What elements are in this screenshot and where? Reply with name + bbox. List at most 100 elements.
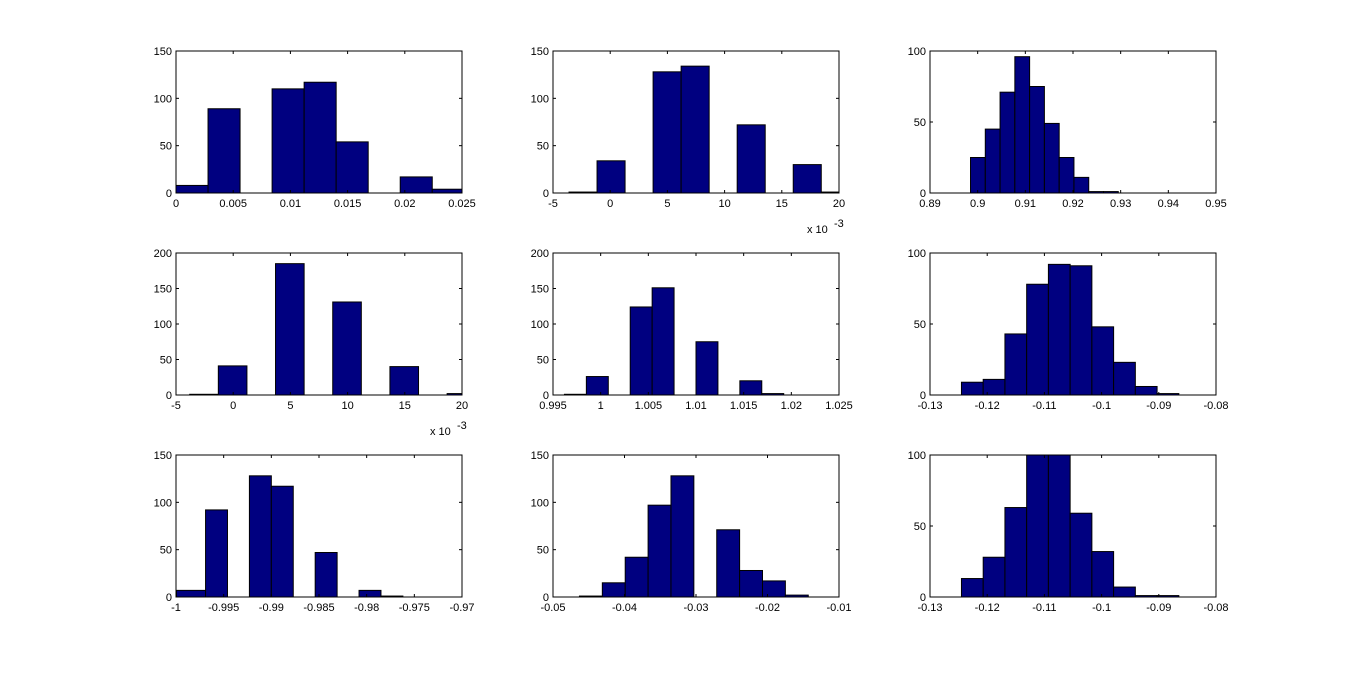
x-tick-label: -0.1 bbox=[1092, 400, 1111, 412]
histogram-bar bbox=[596, 160, 626, 194]
histogram-bar bbox=[585, 376, 609, 396]
x-tick-label: -0.05 bbox=[540, 602, 565, 614]
histogram-bar bbox=[1058, 157, 1075, 194]
y-tick-label: 0 bbox=[166, 188, 172, 200]
histogram-bar bbox=[999, 91, 1016, 194]
x-tick-label: -0.09 bbox=[1146, 400, 1171, 412]
x-exponent-label: x 10 bbox=[430, 426, 451, 438]
x-tick-label: 0.92 bbox=[1062, 198, 1083, 210]
histogram-bar bbox=[647, 504, 672, 598]
y-tick-label: 100 bbox=[531, 93, 549, 105]
x-tick-label: -0.01 bbox=[826, 602, 851, 614]
histogram-bar bbox=[651, 287, 675, 396]
y-tick-label: 0 bbox=[166, 390, 172, 402]
y-tick-label: 0 bbox=[543, 390, 549, 402]
x-tick-label: -0.99 bbox=[259, 602, 284, 614]
y-tick-label: 0 bbox=[166, 592, 172, 604]
y-tick-label: 150 bbox=[531, 284, 549, 296]
y-tick-label: 150 bbox=[154, 46, 172, 58]
histogram-bar bbox=[1029, 86, 1045, 194]
histogram-bar bbox=[275, 263, 305, 396]
x-tick-label: -0.975 bbox=[399, 602, 430, 614]
x-tick-label: -0.97 bbox=[449, 602, 474, 614]
x-tick-label: -0.08 bbox=[1203, 602, 1228, 614]
x-tick-label: -0.98 bbox=[354, 602, 379, 614]
histogram-bar bbox=[1069, 512, 1093, 598]
y-tick-label: 50 bbox=[160, 545, 172, 557]
y-tick-label: 0 bbox=[543, 592, 549, 604]
histogram-bar bbox=[1026, 283, 1049, 396]
histogram-bar bbox=[695, 341, 719, 396]
x-tick-label: 10 bbox=[718, 198, 730, 210]
x-tick-label: 1.025 bbox=[825, 400, 853, 412]
histogram-bar bbox=[960, 578, 984, 598]
y-tick-label: 100 bbox=[154, 497, 172, 509]
y-tick-label: 200 bbox=[154, 248, 172, 260]
y-tick-label: 200 bbox=[531, 248, 549, 260]
histogram-bar bbox=[739, 380, 763, 396]
y-tick-label: 100 bbox=[908, 248, 926, 260]
histogram-bar bbox=[303, 81, 337, 194]
y-tick-label: 50 bbox=[537, 545, 549, 557]
histogram-bar bbox=[680, 65, 710, 194]
histogram-bar bbox=[1134, 385, 1158, 396]
histogram-bar bbox=[736, 124, 766, 194]
x-tick-label: -0.13 bbox=[917, 400, 942, 412]
histogram-panel-3: 0.89 0.9 0.91 0.92 0.93 0.94 0.95 0 50 100 bbox=[908, 46, 1227, 210]
x-tick-label: 15 bbox=[776, 198, 788, 210]
histogram-bar bbox=[629, 306, 653, 396]
x-tick-label: -0.11 bbox=[1032, 602, 1056, 614]
y-tick-label: 100 bbox=[154, 93, 172, 105]
x-tick-label: -1 bbox=[171, 602, 181, 614]
x-tick-label: 0.91 bbox=[1015, 198, 1036, 210]
x-tick-label: 20 bbox=[456, 400, 468, 412]
histogram-bar bbox=[335, 141, 369, 194]
x-tick-label: 0 bbox=[173, 198, 179, 210]
histogram-bar bbox=[205, 509, 228, 598]
y-tick-label: 50 bbox=[537, 141, 549, 153]
y-tick-label: 50 bbox=[537, 355, 549, 367]
histogram-bar bbox=[1014, 56, 1031, 194]
x-tick-label: 0.94 bbox=[1158, 198, 1179, 210]
y-tick-label: 150 bbox=[154, 284, 172, 296]
x-tick-label: -0.09 bbox=[1146, 602, 1171, 614]
y-tick-label: 50 bbox=[160, 355, 172, 367]
x-exponent-superscript: -3 bbox=[457, 420, 467, 432]
histogram-bar bbox=[332, 301, 362, 396]
histogram-panel-6: -0.13 -0.12 -0.11 -0.1 -0.09 -0.08 0 50 100 bbox=[908, 248, 1229, 412]
histogram-panel-7: -1 -0.995 -0.99 -0.985 -0.98 -0.975 -0.97 0 50 10… bbox=[154, 450, 475, 614]
histogram-bar bbox=[1069, 265, 1093, 396]
x-tick-label: 5 bbox=[664, 198, 670, 210]
x-tick-label: 0.025 bbox=[448, 198, 476, 210]
histogram-bar bbox=[982, 378, 1006, 396]
histogram-bar bbox=[716, 529, 741, 598]
histogram-bar bbox=[1113, 361, 1136, 396]
y-tick-label: 0 bbox=[920, 188, 926, 200]
histogram-bar bbox=[1004, 507, 1028, 598]
x-tick-label: 1.01 bbox=[685, 400, 706, 412]
x-tick-label: -0.12 bbox=[975, 400, 1000, 412]
x-tick-label: 0.02 bbox=[394, 198, 415, 210]
x-tick-label: -5 bbox=[171, 400, 181, 412]
histogram-panel-5: 0.995 1 1.005 1.01 1.015 1.02 1.025 0 50 100 150 20… bbox=[531, 248, 853, 412]
histogram-bar bbox=[175, 184, 209, 194]
histogram-bar bbox=[970, 157, 986, 194]
x-tick-label: 15 bbox=[399, 400, 411, 412]
x-tick-label: 1.015 bbox=[730, 400, 758, 412]
histogram-bar bbox=[217, 365, 248, 396]
y-tick-label: 100 bbox=[908, 450, 926, 462]
histogram-bar bbox=[670, 475, 695, 598]
histogram-bar bbox=[761, 580, 786, 598]
histogram-bar bbox=[1047, 454, 1071, 598]
x-tick-label: 0 bbox=[607, 198, 613, 210]
x-tick-label: -0.03 bbox=[683, 602, 708, 614]
histogram-bar bbox=[601, 582, 626, 598]
y-tick-label: 50 bbox=[914, 117, 926, 129]
x-exponent-superscript: -3 bbox=[834, 218, 844, 230]
x-tick-label: 10 bbox=[341, 400, 353, 412]
x-tick-label: -0.02 bbox=[755, 602, 780, 614]
histogram-bar bbox=[960, 381, 984, 396]
x-tick-label: 0.005 bbox=[219, 198, 247, 210]
